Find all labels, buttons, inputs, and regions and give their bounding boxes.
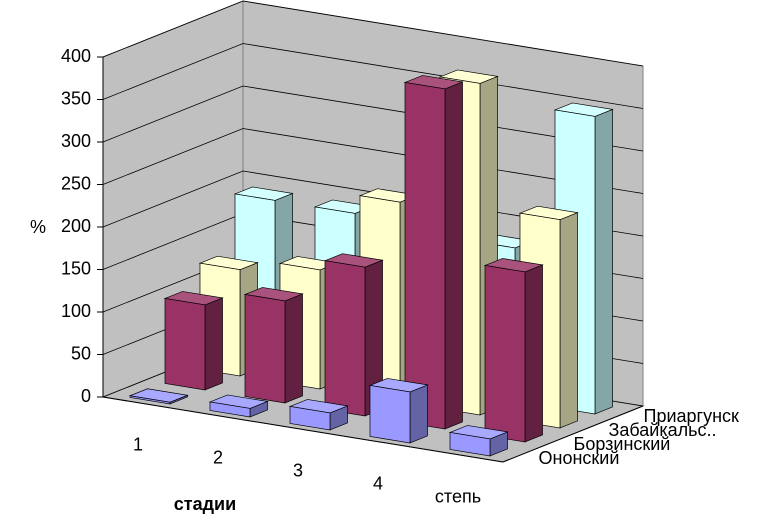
y-tick-label: 400 <box>61 46 91 66</box>
bar <box>448 425 509 457</box>
depth-axis <box>502 405 644 463</box>
bar-front <box>369 385 411 444</box>
bar-side <box>444 81 463 430</box>
bar <box>483 258 544 443</box>
y-axis-title: % <box>30 217 46 237</box>
series-label: Ононский <box>539 448 620 468</box>
x-axis <box>102 396 504 463</box>
bar-side <box>409 384 428 444</box>
series-label: Борзинский <box>574 434 671 454</box>
bar-front <box>324 260 366 417</box>
y-tick-label: 50 <box>71 343 91 363</box>
y-tick-label: 150 <box>61 258 91 278</box>
grid-line <box>102 0 644 67</box>
bar <box>323 253 384 417</box>
y-tick-label: 100 <box>61 301 91 321</box>
x-tick-label: 3 <box>293 460 303 480</box>
x-tick-label: 1 <box>133 434 143 454</box>
x-tick-label: 2 <box>213 447 223 467</box>
y-tick-label: 0 <box>81 386 91 406</box>
x-axis-title: стадии <box>174 494 236 514</box>
bar <box>128 388 189 405</box>
bar-front <box>449 432 491 457</box>
bar-side <box>594 108 613 415</box>
bar <box>403 75 464 430</box>
y-tick-label: 350 <box>61 88 91 108</box>
bar-front <box>404 82 446 430</box>
bar-side <box>524 264 543 443</box>
bar <box>368 378 429 444</box>
bar-front <box>484 265 526 443</box>
grid-line <box>102 85 644 152</box>
y-tick-label: 200 <box>61 216 91 236</box>
bar <box>163 291 224 391</box>
series-label: Приаргунск <box>644 406 740 426</box>
grid-line <box>102 170 644 237</box>
bar <box>288 399 349 431</box>
bar-front <box>244 294 286 404</box>
bar <box>208 394 269 418</box>
x-tick-label: степь <box>435 486 481 506</box>
bar-front <box>209 401 251 418</box>
x-tick-label: 4 <box>373 473 383 493</box>
bar-front <box>129 395 171 405</box>
bar-side <box>204 297 223 391</box>
grid-line <box>102 43 644 109</box>
y-tick-label: 250 <box>61 173 91 193</box>
bar-front <box>164 298 206 391</box>
series-label: Забайкальс.. <box>609 420 717 440</box>
grid-line <box>102 128 644 194</box>
bar-front <box>289 406 331 431</box>
bar-side <box>284 293 303 404</box>
bar <box>243 287 304 404</box>
y-tick-label: 300 <box>61 131 91 151</box>
bar-side <box>559 212 578 429</box>
